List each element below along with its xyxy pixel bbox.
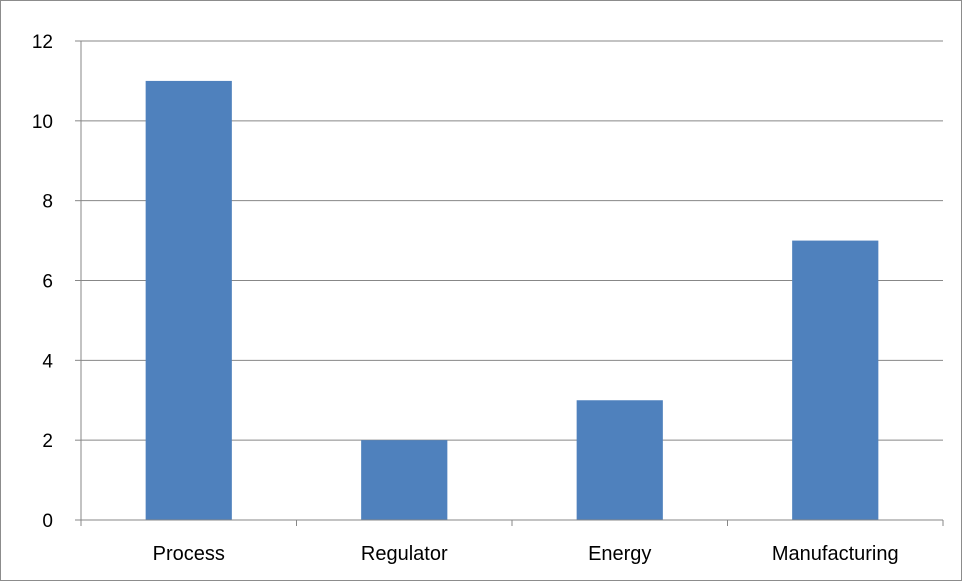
y-tick-label: 4 xyxy=(42,351,53,372)
y-tick-labels: 0 2 4 6 8 10 12 xyxy=(32,32,54,532)
y-tick-label: 12 xyxy=(32,32,53,53)
bar-regulator xyxy=(361,440,448,520)
x-category-label: Manufacturing xyxy=(772,543,899,565)
y-tick-label: 8 xyxy=(42,192,53,213)
y-tick-label: 2 xyxy=(42,431,53,452)
x-category-label: Process xyxy=(153,543,225,565)
bar-process xyxy=(145,80,232,521)
x-category-label: Regulator xyxy=(361,543,448,565)
y-tick-label: 0 xyxy=(42,511,53,532)
bar-manufacturing xyxy=(792,240,879,521)
x-category-labels: Process Regulator Energy Manufacturing xyxy=(153,543,899,565)
bars xyxy=(145,80,879,521)
axes xyxy=(75,40,944,526)
y-tick-label: 6 xyxy=(42,272,53,293)
bar-energy xyxy=(576,400,663,520)
x-category-label: Energy xyxy=(588,543,651,565)
y-tick-label: 10 xyxy=(32,112,53,133)
